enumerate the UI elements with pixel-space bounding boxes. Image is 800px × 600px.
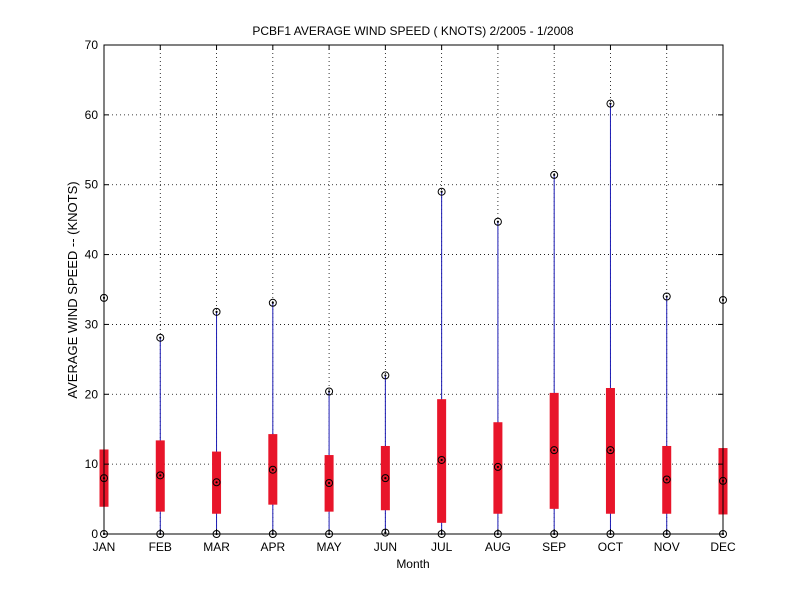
max-marker: [437, 187, 446, 196]
x-tick-label: MAY: [317, 540, 342, 554]
median-marker-dot: [440, 458, 443, 462]
box-group-jun: [380, 371, 390, 537]
y-tick-label: 30: [85, 317, 99, 331]
median-marker: [325, 479, 334, 488]
median-marker-dot: [159, 474, 162, 477]
max-marker-dot: [271, 301, 274, 304]
max-marker-dot: [440, 190, 443, 193]
max-marker-dot: [327, 390, 331, 393]
y-tick-label: 70: [85, 38, 99, 52]
y-tick-label: 10: [85, 457, 99, 471]
max-marker-dot: [215, 310, 218, 313]
max-marker: [268, 298, 277, 307]
max-marker-dot: [384, 374, 387, 377]
max-marker: [325, 387, 334, 396]
median-marker: [662, 475, 671, 484]
median-marker-dot: [665, 478, 668, 481]
max-marker-dot: [665, 295, 668, 298]
x-tick-label: SEP: [542, 540, 566, 554]
x-tick-label: MAR: [203, 540, 230, 554]
max-marker-dot: [553, 173, 556, 177]
max-marker: [381, 371, 390, 380]
median-marker: [212, 478, 221, 487]
x-tick-label: AUG: [485, 540, 511, 554]
max-marker: [156, 333, 165, 342]
max-marker: [550, 170, 559, 179]
x-tick-label: OCT: [598, 540, 624, 554]
box-group-feb: [155, 333, 165, 538]
max-marker: [606, 99, 615, 108]
median-marker: [493, 462, 502, 471]
y-tick-label: 40: [85, 248, 99, 262]
x-tick-label: JUL: [431, 540, 453, 554]
x-axis-label: Month: [396, 557, 429, 571]
median-marker-dot: [215, 481, 218, 484]
max-marker: [493, 217, 502, 226]
median-marker: [437, 455, 446, 464]
axis-ticks: JAN FEB MAR APR MAY JUN JUL AUG SEP OCT NOV DEC 0 10 2…: [85, 38, 736, 554]
median-marker-dot: [553, 449, 556, 452]
x-tick-label: JUN: [374, 540, 397, 554]
median-marker: [606, 446, 615, 455]
median-marker: [550, 446, 559, 455]
median-marker-dot: [384, 477, 387, 480]
median-marker: [156, 471, 165, 480]
x-tick-label: NOV: [654, 540, 680, 554]
median-marker: [268, 465, 277, 474]
max-marker-dot: [159, 336, 162, 339]
y-tick-label: 60: [85, 108, 99, 122]
max-marker-dot: [496, 220, 500, 223]
x-tick-label: DEC: [710, 540, 736, 554]
chart-title: PCBF1 AVERAGE WIND SPEED ( KNOTS) 2/2005…: [252, 24, 574, 38]
x-tick-label: APR: [260, 540, 285, 554]
y-tick-label: 0: [91, 527, 98, 541]
x-tick-label: JAN: [93, 540, 116, 554]
max-marker: [212, 307, 221, 316]
median-marker: [381, 474, 390, 483]
y-axis-label: AVERAGE WIND SPEED -- (KNOTS): [65, 181, 80, 398]
y-tick-label: 20: [85, 387, 99, 401]
median-marker-dot: [496, 465, 500, 469]
max-marker: [662, 292, 671, 301]
max-marker-dot: [609, 102, 612, 105]
x-tick-label: FEB: [149, 540, 172, 554]
median-marker-dot: [271, 468, 274, 471]
y-tick-label: 50: [85, 178, 99, 192]
median-marker-dot: [327, 481, 331, 485]
plot-frame: [103, 44, 724, 535]
median-marker-dot: [609, 449, 612, 452]
